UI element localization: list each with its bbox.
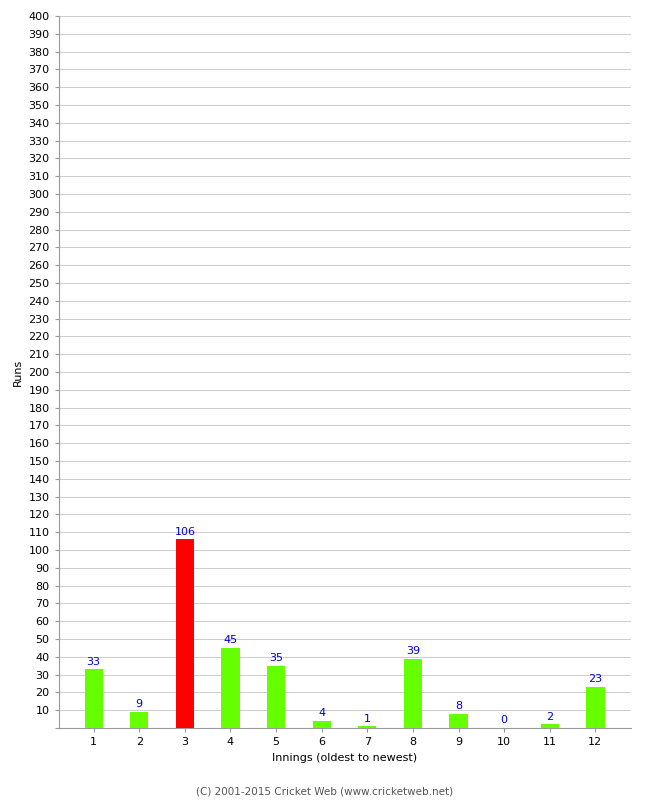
Bar xyxy=(176,539,194,728)
X-axis label: Innings (oldest to newest): Innings (oldest to newest) xyxy=(272,753,417,762)
Text: 39: 39 xyxy=(406,646,420,656)
Text: 2: 2 xyxy=(546,712,553,722)
Text: 35: 35 xyxy=(269,653,283,663)
Bar xyxy=(130,712,148,728)
Text: 4: 4 xyxy=(318,708,325,718)
Bar xyxy=(358,726,376,728)
Text: 9: 9 xyxy=(136,699,143,710)
Bar xyxy=(541,725,559,728)
Bar xyxy=(84,670,103,728)
Bar xyxy=(222,648,240,728)
Bar xyxy=(586,687,605,728)
Bar xyxy=(267,666,285,728)
Bar xyxy=(449,714,467,728)
Bar xyxy=(404,658,422,728)
Text: 1: 1 xyxy=(364,714,370,723)
Text: 23: 23 xyxy=(588,674,603,684)
Text: 45: 45 xyxy=(224,635,237,646)
Text: (C) 2001-2015 Cricket Web (www.cricketweb.net): (C) 2001-2015 Cricket Web (www.cricketwe… xyxy=(196,786,454,796)
Text: 0: 0 xyxy=(500,715,508,726)
Text: 8: 8 xyxy=(455,701,462,711)
Y-axis label: Runs: Runs xyxy=(12,358,23,386)
Text: 106: 106 xyxy=(174,526,196,537)
Text: 33: 33 xyxy=(86,657,101,666)
Bar xyxy=(313,721,331,728)
